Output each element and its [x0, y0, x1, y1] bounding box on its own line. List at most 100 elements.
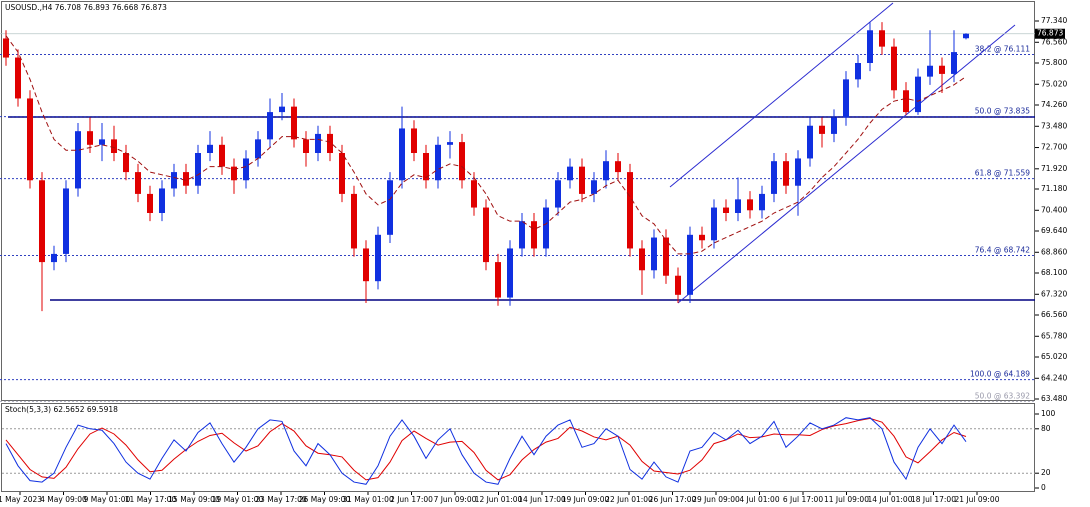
- time-label: 9 May 01:00: [84, 495, 131, 504]
- candle-body: [447, 142, 453, 145]
- candle-body: [723, 207, 729, 213]
- candle-body: [903, 90, 909, 113]
- candle-body: [735, 199, 741, 213]
- price-tick-label: 74.260: [1041, 100, 1067, 109]
- candle-body: [195, 153, 201, 186]
- candle-body: [399, 128, 405, 181]
- price-tick-label: 67.320: [1041, 289, 1067, 298]
- candle-body: [339, 153, 345, 194]
- candle-body: [39, 180, 45, 263]
- indicator-pane: [1, 403, 1035, 492]
- time-label: 15 May 09:00: [168, 495, 220, 504]
- price-tick-label: 63.480: [1041, 394, 1067, 403]
- candle-body: [591, 180, 597, 194]
- candle-body: [759, 193, 765, 211]
- candle-body: [879, 30, 885, 47]
- candle-body: [543, 207, 549, 249]
- candle-body: [87, 131, 93, 145]
- candle-body: [327, 133, 333, 153]
- candle-body: [291, 106, 297, 140]
- candle-body: [663, 237, 669, 276]
- candle-body: [951, 52, 957, 74]
- time-label: 12 Jun 01:00: [475, 495, 523, 504]
- channel-lower: [677, 24, 1016, 304]
- time-label: 26 May 09:00: [299, 495, 351, 504]
- price-tick-label: 64.240: [1041, 373, 1067, 382]
- candle-body: [867, 30, 873, 63]
- candle-body: [471, 180, 477, 208]
- candle-body: [531, 221, 537, 249]
- time-label: 23 May 17:00: [255, 495, 307, 504]
- price-tick-label: 68.860: [1041, 247, 1067, 256]
- candle-body: [963, 33, 969, 39]
- candle-body: [459, 142, 465, 181]
- candle-body: [507, 248, 513, 298]
- candle-body: [63, 188, 69, 254]
- time-label: 22 Jun 01:00: [605, 495, 653, 504]
- time-label: 11 Jul 09:00: [824, 495, 869, 504]
- candle-body: [927, 65, 933, 77]
- time-label: 4 Jul 01:00: [739, 495, 779, 504]
- fib-label: 38.2 @ 76.111: [975, 45, 1030, 54]
- candle-body: [183, 172, 189, 186]
- candle-body: [111, 139, 117, 153]
- candle-body: [435, 144, 441, 181]
- candle-body: [171, 172, 177, 189]
- main-pane: [1, 1, 1035, 401]
- candle-body: [255, 139, 261, 159]
- chart-header: USOUSD.,H4 76.708 76.893 76.668 76.873: [5, 3, 167, 12]
- candle-body: [939, 65, 945, 74]
- candle-body: [495, 262, 501, 298]
- time-label: 19 Jun 09:00: [562, 495, 610, 504]
- candle-body: [51, 253, 57, 263]
- stoch-signal: [5, 417, 967, 481]
- price-tick-label: 68.100: [1041, 268, 1067, 277]
- candle-body: [579, 166, 585, 194]
- current-price-box: [1035, 28, 1065, 39]
- candle-body: [747, 199, 753, 211]
- candle-body: [639, 248, 645, 271]
- stoch-tick-label: 0: [1041, 483, 1046, 492]
- fib-label: 50.0 @ 63.392: [975, 391, 1030, 400]
- candle-body: [795, 158, 801, 186]
- candle-body: [603, 161, 609, 181]
- time-label: 19 May 01:00: [212, 495, 264, 504]
- price-tick-label: 73.480: [1041, 121, 1067, 130]
- price-tick-label: 70.400: [1041, 205, 1067, 214]
- candle-body: [27, 98, 33, 181]
- candle-body: [555, 180, 561, 208]
- candle-body: [783, 161, 789, 186]
- stoch-tick-label: 100: [1041, 409, 1056, 418]
- candle-body: [99, 139, 105, 145]
- candle-body: [519, 221, 525, 249]
- time-label: 7 Jun 09:00: [434, 495, 477, 504]
- candle-body: [279, 106, 285, 113]
- candle-body: [855, 63, 861, 80]
- candle-body: [123, 153, 129, 173]
- time-label: 29 Jun 09:00: [692, 495, 740, 504]
- time-label: 14 Jun 17:00: [518, 495, 566, 504]
- candle-body: [303, 139, 309, 153]
- candle-body: [267, 112, 273, 140]
- price-tick-label: 65.780: [1041, 331, 1067, 340]
- moving-average: [5, 35, 967, 255]
- time-label: 18 Jul 17:00: [911, 495, 956, 504]
- candle-body: [351, 193, 357, 249]
- candle-body: [483, 207, 489, 263]
- price-tick-label: 66.560: [1041, 310, 1067, 319]
- candle-body: [687, 234, 693, 295]
- time-label: 31 May 01:00: [342, 495, 394, 504]
- stoch-tick-label: 80: [1041, 424, 1051, 433]
- fib-label: 76.4 @ 68.742: [975, 245, 1030, 254]
- candle-body: [831, 117, 837, 134]
- candle-body: [75, 131, 81, 189]
- candle-body: [231, 166, 237, 181]
- price-tick-label: 71.920: [1041, 164, 1067, 173]
- candle-body: [387, 180, 393, 235]
- time-label: 6 Jul 17:00: [783, 495, 823, 504]
- candle-body: [3, 38, 9, 58]
- time-label: 26 Jun 17:00: [649, 495, 697, 504]
- candle-body: [711, 207, 717, 241]
